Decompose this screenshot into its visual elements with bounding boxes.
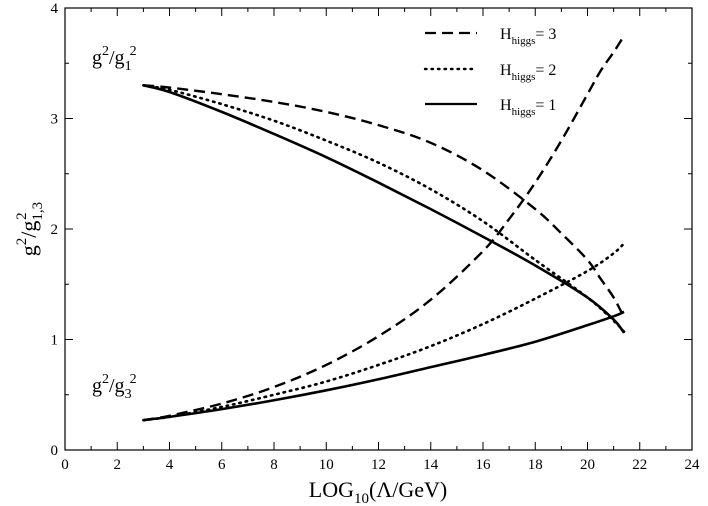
series-line-g2g3-higgs-2 [142,242,626,422]
series-line-g2g3-higgs-1 [143,310,625,422]
series-line-g2g1-higgs-1 [143,84,626,334]
x-tick-label: 0 [61,457,69,473]
y-tick-label: 4 [51,1,59,17]
legend-label-higgs-1: Hhiggs= 1 [500,97,556,118]
x-axis-label: LOG10(Λ/GeV) [309,477,447,506]
x-tick-label: 8 [270,457,278,473]
series-curves [142,34,626,422]
legend: Hhiggs= 3 Hhiggs= 2 Hhiggs= 1 [423,26,556,118]
y-tick-label: 2 [51,222,59,238]
y-tick-label: 3 [51,112,59,128]
x-tick-label: 20 [580,457,595,473]
y-tick-label: 0 [51,443,59,459]
annotation-g2g3: g2/g32 [92,372,137,402]
x-tick-label: 12 [371,457,386,473]
legend-label-higgs-3: Hhiggs= 3 [500,26,556,47]
x-tick-label: 10 [319,457,334,473]
x-tick-label: 4 [166,457,174,473]
series-line-g2g1-higgs-3 [143,84,626,318]
x-tick-label: 14 [423,457,439,473]
x-tick-label: 22 [632,457,647,473]
x-tick-label: 16 [476,457,492,473]
y-axis-label: g2/g1,32 [14,202,46,256]
x-tick-label: 18 [528,457,543,473]
annotation-g2g1: g2/g12 [92,44,137,74]
legend-label-higgs-2: Hhiggs= 2 [500,62,556,83]
x-tick-label: 24 [685,457,701,473]
y-tick-label: 1 [51,333,59,349]
x-tick-label: 2 [114,457,122,473]
x-tick-label: 6 [218,457,226,473]
series-line-g2g1-higgs-2 [142,84,626,334]
